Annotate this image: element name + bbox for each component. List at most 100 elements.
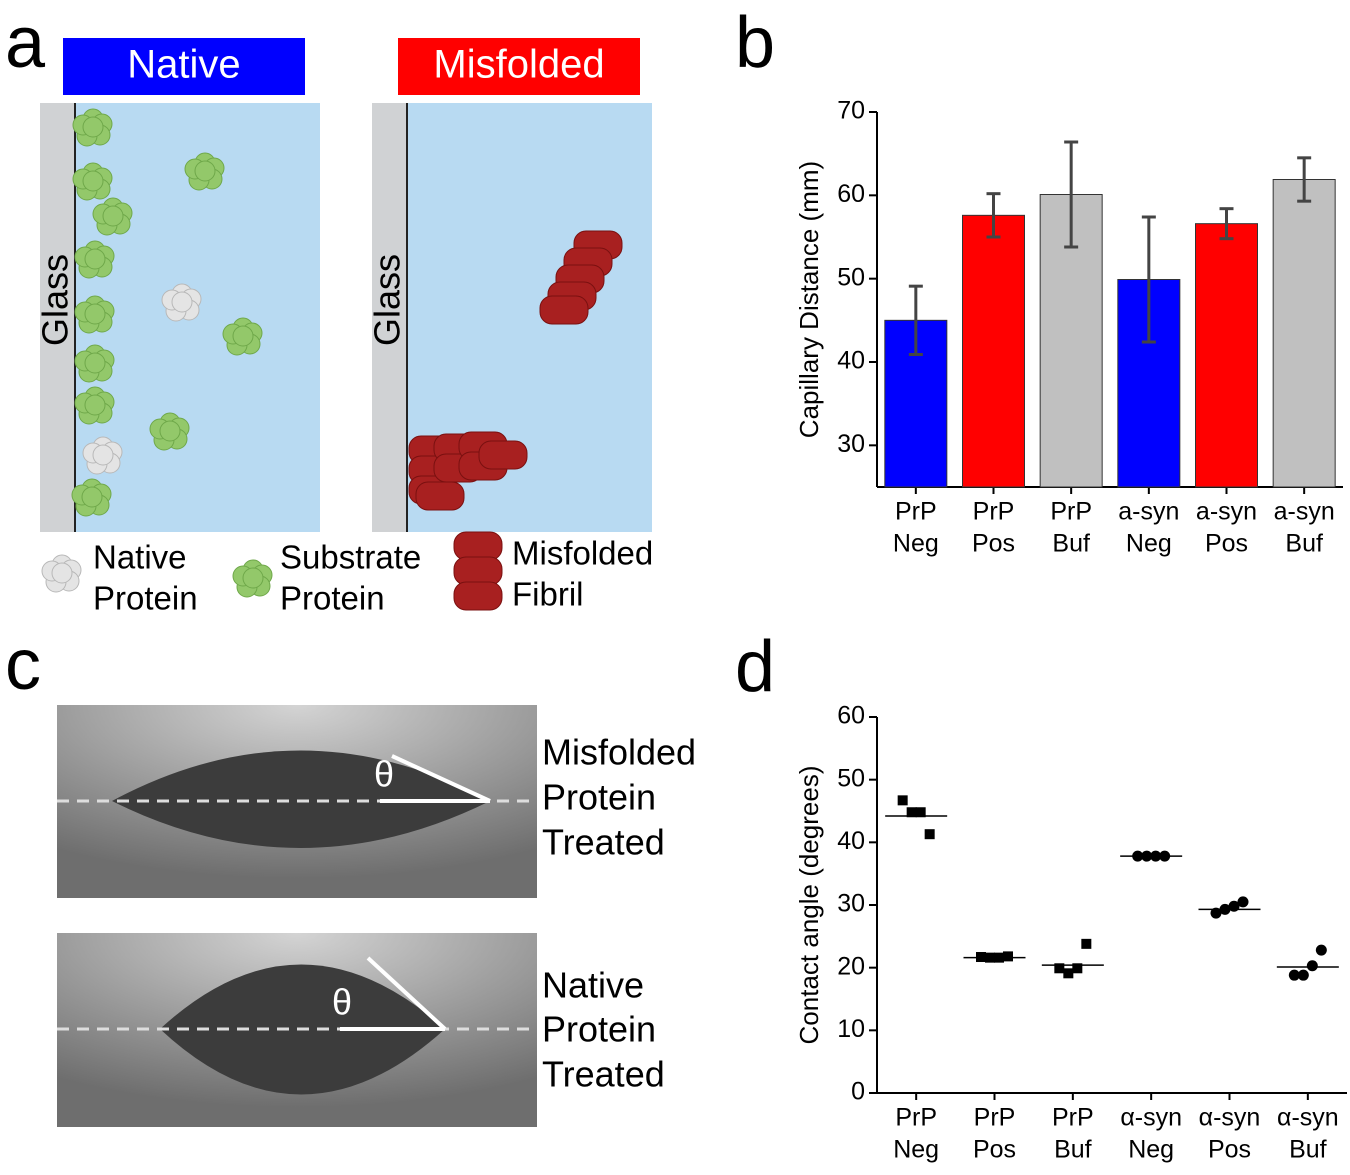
x-tick-label: PrP [1050, 498, 1092, 526]
legend-text: Substrate [280, 539, 421, 576]
legend-text: Fibril [512, 576, 584, 613]
x-tick-label: Buf [1052, 530, 1090, 558]
error-bar [986, 192, 1001, 239]
x-tick-label: a-syn [1118, 498, 1179, 526]
caption: Treated [542, 1054, 665, 1095]
y-tick-label: 30 [837, 430, 865, 458]
x-tick-label: Pos [1208, 1136, 1251, 1164]
point [1063, 968, 1074, 979]
fibril-unit [415, 481, 465, 511]
angle-symbol: θ [374, 754, 394, 795]
point [1237, 896, 1249, 908]
x-tick-label: Neg [1128, 1136, 1174, 1164]
error-bar [908, 284, 923, 356]
panel-label: d [735, 627, 775, 707]
x-tick-label: Buf [1054, 1136, 1092, 1164]
point [1003, 951, 1013, 962]
x-tick-label: Neg [893, 1136, 939, 1164]
protein-lobe [84, 248, 106, 270]
y-tick-label: 0 [851, 1078, 865, 1106]
caption: Protein [542, 1009, 656, 1050]
protein-lobe [232, 325, 254, 347]
x-tick-label: Neg [1126, 530, 1172, 558]
y-tick-label: 60 [837, 702, 865, 730]
point [1297, 969, 1309, 981]
y-tick-label: 70 [837, 97, 865, 125]
droplet [112, 750, 490, 848]
x-tick-label: α-syn [1120, 1104, 1182, 1132]
protein-lobe [51, 562, 73, 584]
x-tick-label: Buf [1285, 530, 1323, 558]
x-tick-label: PrP [974, 1104, 1016, 1132]
protein-lobe [102, 205, 124, 227]
caption: Protein [542, 777, 656, 818]
protein-lobe [194, 160, 216, 182]
glass-label: Glass [35, 254, 76, 346]
protein-lobe [92, 444, 114, 466]
header: Native [127, 43, 240, 87]
caption: Misfolded [542, 732, 696, 773]
y-axis-title: Contact angle (degrees) [794, 766, 824, 1045]
protein-lobe [171, 291, 193, 313]
x-tick-label: Pos [972, 530, 1015, 558]
protein-lobe [84, 303, 106, 325]
point [924, 829, 935, 840]
caption: Treated [542, 822, 665, 863]
fibril-unit [453, 531, 503, 561]
header-box [398, 38, 640, 95]
fibril-unit [478, 440, 528, 470]
y-tick-label: 30 [837, 890, 865, 918]
legend-text: Native [93, 539, 187, 576]
protein-lobe [159, 420, 181, 442]
y-axis-title: Capillary Distance (mm) [794, 161, 824, 438]
x-tick-label: a-syn [1274, 498, 1335, 526]
x-tick-label: PrP [1052, 1104, 1094, 1132]
x-tick-label: a-syn [1196, 498, 1257, 526]
error-bar [1064, 140, 1079, 249]
glass [40, 103, 75, 532]
x-tick-label: PrP [973, 498, 1015, 526]
proteins [41, 108, 623, 611]
panel-label: a [5, 3, 46, 83]
protein-lobe [84, 394, 106, 416]
point [1081, 938, 1092, 949]
bar [1195, 223, 1258, 488]
glass-label: Glass [367, 254, 408, 346]
panel-label: b [735, 3, 775, 83]
x-tick-label: Buf [1289, 1136, 1327, 1164]
protein-lobe [242, 567, 264, 589]
y-tick-label: 60 [837, 180, 865, 208]
point [1315, 944, 1327, 956]
glass [372, 103, 407, 532]
y-tick-label: 10 [837, 1015, 865, 1043]
legend-text: Protein [280, 580, 385, 617]
fibril-unit [453, 581, 503, 611]
caption: Native [542, 965, 644, 1006]
legend-text: Misfolded [512, 535, 653, 572]
y-tick-label: 50 [837, 263, 865, 291]
point [1072, 963, 1083, 974]
point [1210, 907, 1222, 919]
protein-lobe [82, 170, 104, 192]
x-tick-label: Pos [1205, 530, 1248, 558]
fibril-unit [453, 556, 503, 586]
protein-lobe [82, 116, 104, 138]
y-tick-label: 20 [837, 952, 865, 980]
x-tick-label: α-syn [1277, 1104, 1339, 1132]
x-tick-label: Neg [893, 530, 939, 558]
bar [962, 214, 1025, 488]
point [1288, 969, 1300, 981]
error-bar [1297, 156, 1312, 203]
protein-lobe [84, 352, 106, 374]
point [897, 795, 908, 806]
angle-line [391, 754, 491, 803]
x-tick-label: Pos [973, 1136, 1016, 1164]
legend-text: Protein [93, 580, 198, 617]
angle-symbol: θ [332, 982, 352, 1023]
header: Misfolded [433, 43, 604, 87]
y-tick-label: 40 [837, 827, 865, 855]
bar [1272, 179, 1336, 488]
error-bar [1141, 215, 1156, 344]
x-tick-label: PrP [895, 498, 937, 526]
